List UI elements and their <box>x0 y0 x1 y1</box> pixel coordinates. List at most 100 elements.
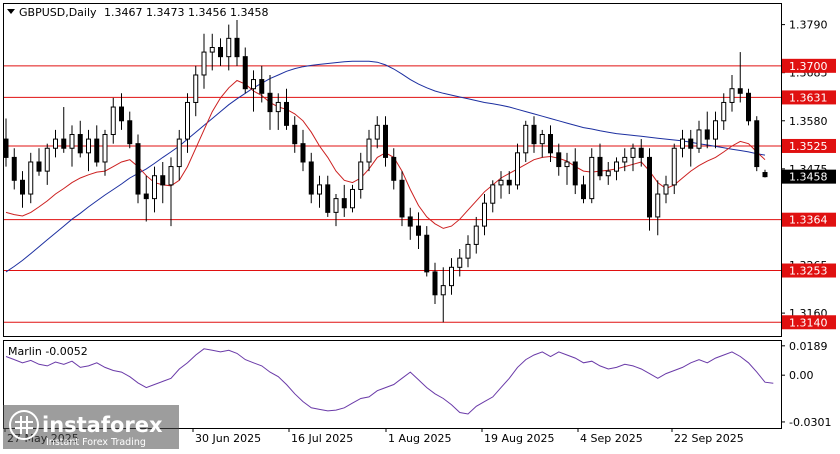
candle <box>515 143 520 190</box>
candle-body-bull <box>185 101 190 140</box>
candle <box>688 129 694 167</box>
watermark-brand: instaforex <box>42 413 163 437</box>
candle <box>523 120 529 162</box>
oscillator-axis: 0.0189 0.00 -0.0301 <box>781 340 831 429</box>
candle-body-bull <box>201 51 207 76</box>
candle-body-bear <box>647 156 652 218</box>
candle-body-bear <box>11 156 17 181</box>
candle <box>457 248 463 277</box>
candle <box>638 139 644 167</box>
candle-body-bull <box>374 124 380 140</box>
watermark-tagline: Instant Forex Trading <box>46 437 146 448</box>
candle <box>729 74 735 112</box>
symbol-label: GBPUSD,Daily <box>19 6 97 19</box>
candle-body-bear <box>36 161 42 172</box>
level-label: 1.3140 <box>789 316 828 329</box>
level-label-box <box>782 315 836 330</box>
candle-body-bull <box>168 166 174 186</box>
candle <box>704 111 710 149</box>
candle-body-bear <box>234 37 240 58</box>
candle <box>754 116 760 172</box>
candle-body-bull <box>251 79 256 90</box>
candle <box>647 148 652 231</box>
collapse-arrow-icon[interactable] <box>7 9 15 14</box>
candle <box>102 129 108 176</box>
candle <box>622 148 628 172</box>
candle <box>399 171 405 227</box>
candle-body-bull <box>275 101 281 113</box>
candle-body-bull <box>482 202 487 227</box>
candle-body-bear <box>20 179 25 195</box>
candle-body-bear <box>143 193 149 200</box>
level-labels: 1.3700 1.3631 1.3525 1.3364 1.3253 1.3140 1.34… <box>782 58 836 330</box>
candle-body-bear <box>407 216 413 227</box>
candle <box>539 129 545 158</box>
candle <box>135 134 141 204</box>
candle <box>746 88 751 126</box>
candle-body-bear <box>259 79 265 94</box>
candle <box>259 65 265 103</box>
candle-body-bear <box>94 138 100 163</box>
candle-body-bear <box>754 120 760 168</box>
candle-body-bull <box>44 147 50 172</box>
osc-tick-label: -0.0301 <box>789 416 831 429</box>
candle-body-bear <box>61 138 67 149</box>
candle-body-bull <box>498 179 504 186</box>
price-tick-label: 1.3790 <box>789 19 828 32</box>
level-label: 1.3700 <box>789 60 828 73</box>
candle-body-bear <box>572 161 578 186</box>
candle-body-bear <box>341 198 347 209</box>
candle <box>564 152 570 185</box>
level-label-box <box>782 212 836 227</box>
time-tick-label: 1 Aug 2025 <box>388 432 451 445</box>
candle-body-bull <box>317 184 322 195</box>
oscillator-line <box>5 348 774 415</box>
candle-body-bear <box>688 138 694 149</box>
candle-body-bear <box>391 156 397 181</box>
candle <box>168 157 174 227</box>
candle <box>391 148 397 190</box>
candle-body-bear <box>135 143 141 195</box>
candle-body-bear <box>267 92 273 113</box>
candle-body-bear <box>638 147 644 158</box>
candle <box>465 235 471 268</box>
logo-mark-icon <box>9 410 39 440</box>
candle-body-bear <box>531 124 537 145</box>
candle-body-bear <box>597 156 603 177</box>
candle-body-bull <box>696 129 702 149</box>
candle-body-bear <box>3 138 9 158</box>
candle <box>548 125 553 162</box>
candle-body-bull <box>622 156 628 163</box>
candle <box>663 175 669 204</box>
candle <box>498 171 504 199</box>
candle-body-bull <box>226 37 232 58</box>
candle <box>300 129 306 172</box>
candle <box>193 65 199 117</box>
candle-body-bull <box>473 225 479 245</box>
candle <box>358 152 364 199</box>
candle <box>416 212 421 249</box>
slow-ma-line <box>5 60 766 273</box>
level-label: 1.3253 <box>789 265 828 278</box>
candle <box>407 207 413 240</box>
candle <box>531 116 537 153</box>
level-label: 1.3525 <box>789 140 828 153</box>
candle-body-bull <box>729 88 735 103</box>
candle-body-bear <box>77 134 83 154</box>
candle <box>201 33 207 89</box>
time-tick-label: 30 Jun 2025 <box>195 432 261 445</box>
candle-body-bull <box>713 120 718 140</box>
candle-body-bear <box>160 175 166 186</box>
candle <box>506 171 512 195</box>
time-tick-label: 4 Sep 2025 <box>580 432 643 445</box>
candle-body-bear <box>581 184 586 200</box>
candle <box>490 180 496 213</box>
candle-body-bull <box>69 134 75 149</box>
candle-body-bull <box>350 188 355 209</box>
candle-body-bear <box>399 179 405 218</box>
candle-body-bull <box>440 285 446 296</box>
candle <box>36 148 42 176</box>
